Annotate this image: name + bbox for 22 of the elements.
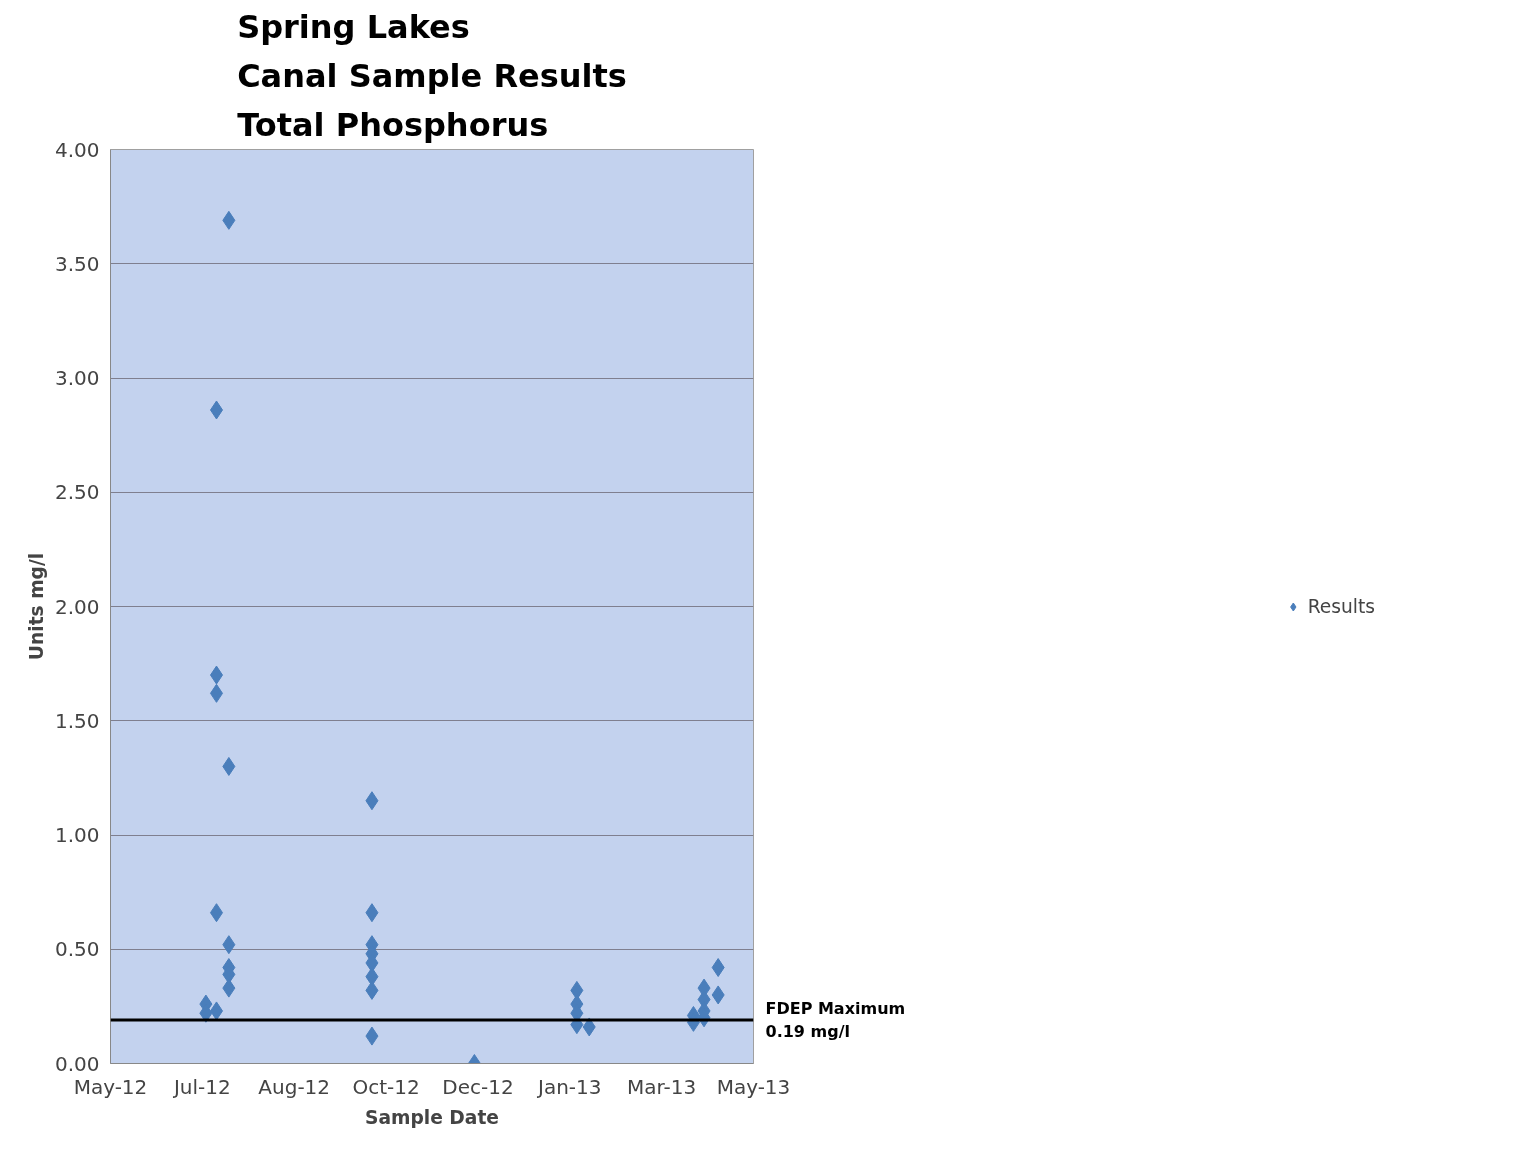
x-tick-label: Jan-13 (536, 1074, 602, 1099)
y-tick-label: 3.00 (54, 366, 100, 390)
x-tick-label: May-13 (716, 1074, 791, 1099)
y-axis-title: Units mg/l (25, 552, 47, 661)
y-tick-label: 0.00 (54, 1051, 100, 1076)
x-tick-label: Mar-13 (627, 1074, 697, 1099)
x-tick-label: May-12 (73, 1074, 148, 1099)
chart-title: Spring Lakes Canal Sample Results Total Phosphorus (237, 7, 627, 145)
x-tick-label: Dec-12 (442, 1074, 514, 1099)
y-tick-label: 0.50 (54, 937, 100, 962)
y-tick-label: 2.00 (54, 594, 100, 619)
ref-line-label: FDEP Maximum 0.19 mg/l (765, 999, 906, 1041)
y-tick-label: 4.00 (54, 137, 100, 162)
x-tick-label: Aug-12 (258, 1074, 331, 1099)
y-tick-label: 2.50 (54, 480, 100, 505)
x-tick-label: Jul-12 (171, 1074, 231, 1099)
x-axis-title: Sample Date (365, 1106, 500, 1128)
y-tick-label: 1.00 (54, 823, 100, 847)
legend-label: Results (1307, 595, 1376, 617)
x-tick-label: Oct-12 (352, 1074, 420, 1099)
y-tick-label: 3.50 (54, 251, 100, 276)
y-tick-label: 1.50 (54, 708, 100, 733)
